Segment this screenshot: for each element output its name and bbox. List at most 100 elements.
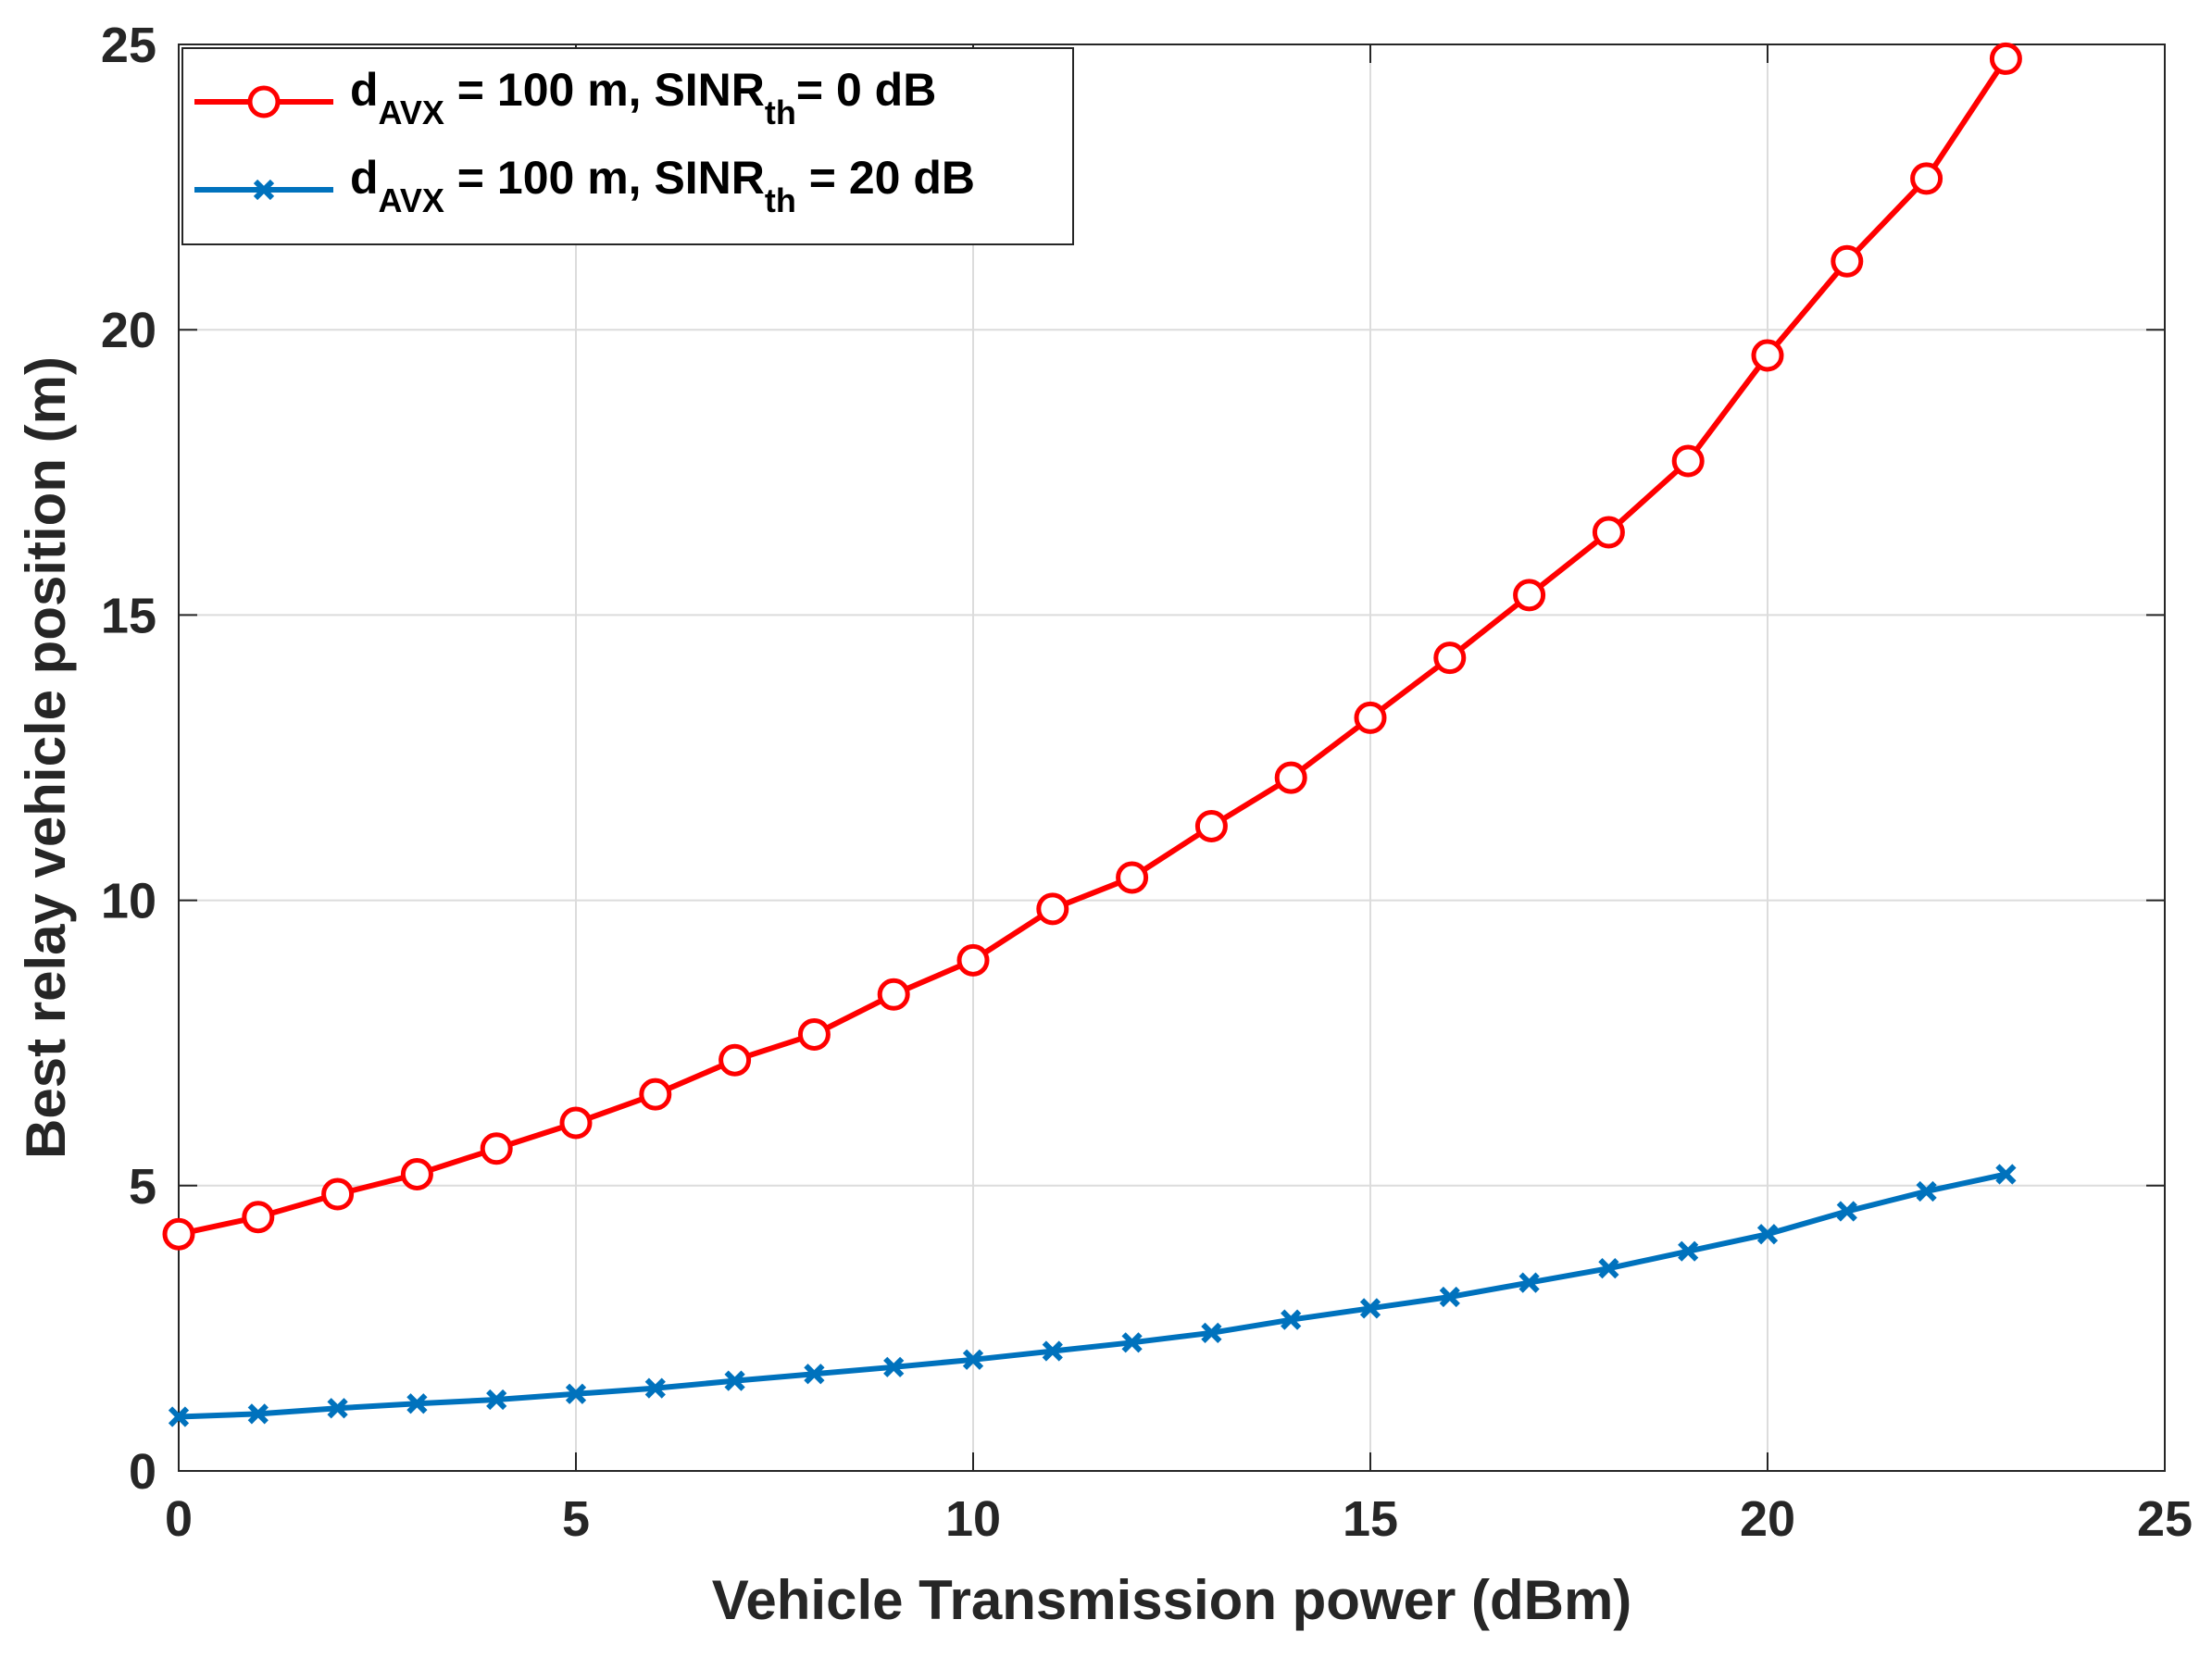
x-stroke xyxy=(1598,1258,1619,1279)
data-point xyxy=(1036,892,1069,926)
legend-mid: = 100 m, SINR xyxy=(444,152,765,204)
data-point xyxy=(719,1043,752,1077)
x-stroke xyxy=(406,1393,428,1414)
x-stroke xyxy=(486,1389,507,1411)
legend-d: d xyxy=(350,152,379,204)
data-point xyxy=(247,1403,269,1425)
x-stroke xyxy=(1201,1322,1222,1343)
data-point xyxy=(1121,1332,1143,1353)
x-stroke xyxy=(883,1356,905,1377)
legend-d-subscript: AVX xyxy=(379,181,444,219)
data-point xyxy=(242,1201,275,1234)
data-point xyxy=(1042,1340,1063,1362)
data-point xyxy=(168,1406,190,1427)
legend-mid: = 100 m, SINR xyxy=(444,64,765,116)
x-stroke xyxy=(724,1370,745,1391)
x-stroke xyxy=(247,1403,269,1425)
data-point xyxy=(1671,444,1705,478)
data-point xyxy=(962,1349,984,1370)
data-point xyxy=(406,1393,428,1414)
data-point xyxy=(877,978,910,1011)
data-point xyxy=(1518,1272,1540,1293)
x-stroke xyxy=(565,1383,587,1404)
x-stroke xyxy=(168,1406,190,1427)
data-point xyxy=(1678,1240,1699,1262)
data-point xyxy=(1995,1164,2017,1185)
series-1 xyxy=(162,42,2022,1251)
data-point xyxy=(1359,1298,1381,1319)
x-tick-label: 20 xyxy=(1740,1491,1795,1547)
data-point xyxy=(797,1017,831,1051)
data-point xyxy=(1910,162,1943,195)
data-point xyxy=(1354,701,1387,734)
x-stroke xyxy=(1916,1180,1937,1202)
x-stroke xyxy=(1995,1164,2017,1185)
grid xyxy=(179,44,2165,1471)
data-point xyxy=(724,1370,745,1391)
x-stroke xyxy=(1756,1224,1779,1245)
data-point xyxy=(1439,1286,1460,1308)
axis-ticks: 0 5 10 15 20 25 0 5 10 15 20 25 xyxy=(101,18,2193,1547)
y-tick-label: 15 xyxy=(101,588,156,643)
y-axis-label: Best relay vehicle position (m) xyxy=(15,356,77,1159)
series-2 xyxy=(168,1164,2017,1427)
data-point xyxy=(883,1356,905,1377)
x-stroke xyxy=(327,1398,348,1419)
legend-d: d xyxy=(350,64,379,116)
legend-d-subscript: AVX xyxy=(379,93,444,131)
x-tick-label: 5 xyxy=(562,1491,590,1547)
legend: dAVX = 100 m, SINRth= 0 dB dAVX = 100 m,… xyxy=(181,47,1074,245)
y-tick-label: 25 xyxy=(101,18,156,73)
data-point xyxy=(1116,861,1149,894)
data-point xyxy=(1592,516,1625,549)
data-point xyxy=(1513,579,1546,612)
legend-marker-shape xyxy=(253,179,275,201)
legend-marker-shape xyxy=(247,85,281,118)
data-point xyxy=(486,1389,507,1411)
series xyxy=(162,42,2022,1427)
data-point xyxy=(1751,339,1784,372)
x-stroke xyxy=(253,179,275,201)
legend-label-series-2: dAVX = 100 m, SINRth = 20 dB xyxy=(350,152,975,219)
legend-box xyxy=(181,47,1074,245)
legend-end: = 20 dB xyxy=(796,152,975,204)
x-tick-label: 25 xyxy=(2137,1491,2193,1547)
x-tick-label: 15 xyxy=(1343,1491,1398,1547)
x-stroke xyxy=(1281,1309,1302,1330)
data-point xyxy=(1274,761,1307,794)
data-point xyxy=(1281,1309,1302,1330)
data-point xyxy=(1756,1224,1779,1245)
data-point xyxy=(1598,1258,1619,1279)
x-stroke xyxy=(1439,1286,1460,1308)
data-point xyxy=(1831,244,1864,278)
legend-sinr-subscript: th xyxy=(765,93,796,131)
x-stroke xyxy=(644,1377,666,1399)
data-point xyxy=(804,1364,825,1385)
data-point xyxy=(644,1377,666,1399)
plot-area-border xyxy=(178,44,2166,1472)
data-point xyxy=(162,1217,195,1251)
data-point xyxy=(559,1106,593,1140)
data-point xyxy=(956,943,990,977)
x-stroke xyxy=(1121,1332,1143,1353)
legend-marker-circle xyxy=(247,85,281,118)
y-tick-label: 10 xyxy=(101,874,156,929)
x-stroke xyxy=(804,1364,825,1385)
data-point xyxy=(321,1177,355,1211)
legend-entry-series-1: dAVX = 100 m, SINRth= 0 dB xyxy=(194,64,936,131)
y-tick-label: 0 xyxy=(129,1444,156,1500)
x-stroke xyxy=(1042,1340,1063,1362)
data-point xyxy=(1433,642,1467,675)
legend-marker-x xyxy=(253,179,275,201)
legend-sinr-subscript: th xyxy=(765,181,796,219)
data-point xyxy=(1989,42,2022,75)
legend-end: = 0 dB xyxy=(796,64,936,116)
data-point xyxy=(639,1078,672,1111)
x-tick-label: 10 xyxy=(945,1491,1001,1547)
legend-entry-series-2: dAVX = 100 m, SINRth = 20 dB xyxy=(194,152,975,219)
data-point xyxy=(400,1157,433,1190)
x-stroke xyxy=(1678,1240,1699,1262)
legend-label-series-1: dAVX = 100 m, SINRth= 0 dB xyxy=(350,64,936,131)
series-2-line xyxy=(178,1171,2007,1420)
